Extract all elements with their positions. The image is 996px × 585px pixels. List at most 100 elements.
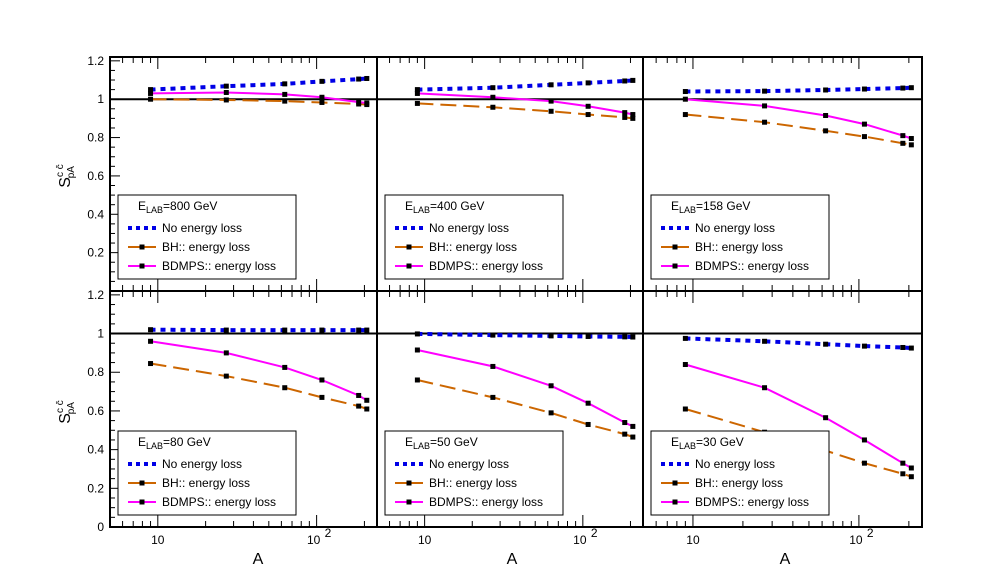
- data-point: [223, 327, 229, 333]
- legend-entry: No energy loss: [162, 457, 242, 471]
- x-tick-label: 10: [151, 533, 165, 547]
- data-point: [414, 377, 420, 383]
- data-point: [148, 87, 154, 93]
- data-point: [319, 394, 325, 400]
- data-point: [585, 112, 591, 118]
- series-line: [685, 113, 912, 146]
- data-point: [908, 474, 914, 480]
- series-line: [685, 336, 912, 351]
- series-line: [417, 92, 634, 116]
- y-axis-title-bottom: Sc c̄pA: [55, 400, 77, 423]
- series-line: [150, 91, 367, 104]
- x-axis-title: A: [507, 551, 518, 568]
- data-point: [630, 112, 636, 118]
- legend-title: ELAB=400 GeV: [405, 199, 484, 215]
- data-point: [900, 344, 906, 350]
- data-point: [622, 334, 628, 340]
- x-tick-label: 10: [573, 533, 587, 547]
- data-point: [682, 362, 688, 368]
- data-point: [823, 341, 829, 347]
- data-point: [585, 80, 591, 86]
- data-point: [908, 136, 914, 142]
- data-point: [762, 88, 768, 94]
- legend-marker: [139, 499, 145, 505]
- legend-entry: BDMPS:: energy loss: [695, 259, 809, 273]
- data-point: [622, 114, 628, 120]
- data-point: [490, 104, 496, 110]
- legend-entry: BDMPS:: energy loss: [162, 495, 276, 509]
- y-tick-label: 1: [97, 327, 104, 341]
- y-tick-label: 1.2: [87, 54, 104, 68]
- series-line: [417, 379, 634, 438]
- series-line: [685, 85, 912, 94]
- data-point: [622, 420, 628, 426]
- data-point: [682, 335, 688, 341]
- x-tick-label: 10: [686, 533, 700, 547]
- data-point: [148, 361, 154, 367]
- legend-marker: [406, 499, 412, 505]
- legend-marker: [139, 480, 145, 486]
- data-point: [630, 423, 636, 429]
- series-line: [150, 340, 368, 402]
- legend-entry: BDMPS:: energy loss: [429, 495, 543, 509]
- x-axis-title: A: [253, 551, 264, 568]
- x-tick-label-exponent: 2: [325, 526, 332, 540]
- data-point: [762, 338, 768, 344]
- data-point: [682, 96, 688, 102]
- data-point: [585, 333, 591, 339]
- data-point: [414, 347, 420, 353]
- y-tick-label: 0.8: [87, 365, 104, 379]
- data-point: [364, 406, 370, 412]
- legend-entry: BDMPS:: energy loss: [429, 259, 543, 273]
- legend-entry: BH:: energy loss: [695, 476, 783, 490]
- data-point: [900, 471, 906, 477]
- legend-entry: BH:: energy loss: [695, 240, 783, 254]
- y-axis-title-text: Sc c̄pA: [55, 400, 77, 423]
- data-point: [682, 89, 688, 95]
- data-point: [319, 94, 325, 100]
- y-tick-label: 0: [97, 520, 104, 534]
- data-point: [364, 397, 370, 403]
- data-point: [861, 437, 867, 443]
- legend-entry: BH:: energy loss: [429, 240, 517, 254]
- data-point: [223, 373, 229, 379]
- data-point: [356, 99, 362, 105]
- data-point: [319, 327, 325, 333]
- data-point: [682, 112, 688, 118]
- data-point: [823, 87, 829, 93]
- data-point: [364, 327, 370, 333]
- data-point: [762, 103, 768, 109]
- data-point: [630, 434, 636, 440]
- data-point: [356, 392, 362, 398]
- data-point: [148, 338, 154, 344]
- data-point: [148, 327, 154, 333]
- data-point: [282, 327, 288, 333]
- series-line: [685, 408, 912, 478]
- data-point: [861, 134, 867, 140]
- legend-title: ELAB=30 GeV: [671, 435, 744, 451]
- legend-entry: No energy loss: [695, 221, 775, 235]
- data-point: [548, 82, 554, 88]
- x-tick-label: 10: [418, 533, 432, 547]
- data-point: [414, 87, 420, 93]
- data-point: [282, 385, 288, 391]
- y-axis-title-top: Sc c̄pA: [55, 164, 77, 187]
- data-point: [319, 78, 325, 84]
- legend-marker: [672, 499, 678, 505]
- data-point: [548, 410, 554, 416]
- y-axis-title-text: Sc c̄pA: [55, 164, 77, 187]
- data-point: [630, 77, 636, 83]
- data-point: [148, 90, 154, 96]
- data-point: [823, 415, 829, 421]
- data-point: [900, 460, 906, 466]
- data-point: [548, 383, 554, 389]
- data-point: [548, 333, 554, 339]
- data-point: [414, 90, 420, 96]
- data-point: [282, 364, 288, 370]
